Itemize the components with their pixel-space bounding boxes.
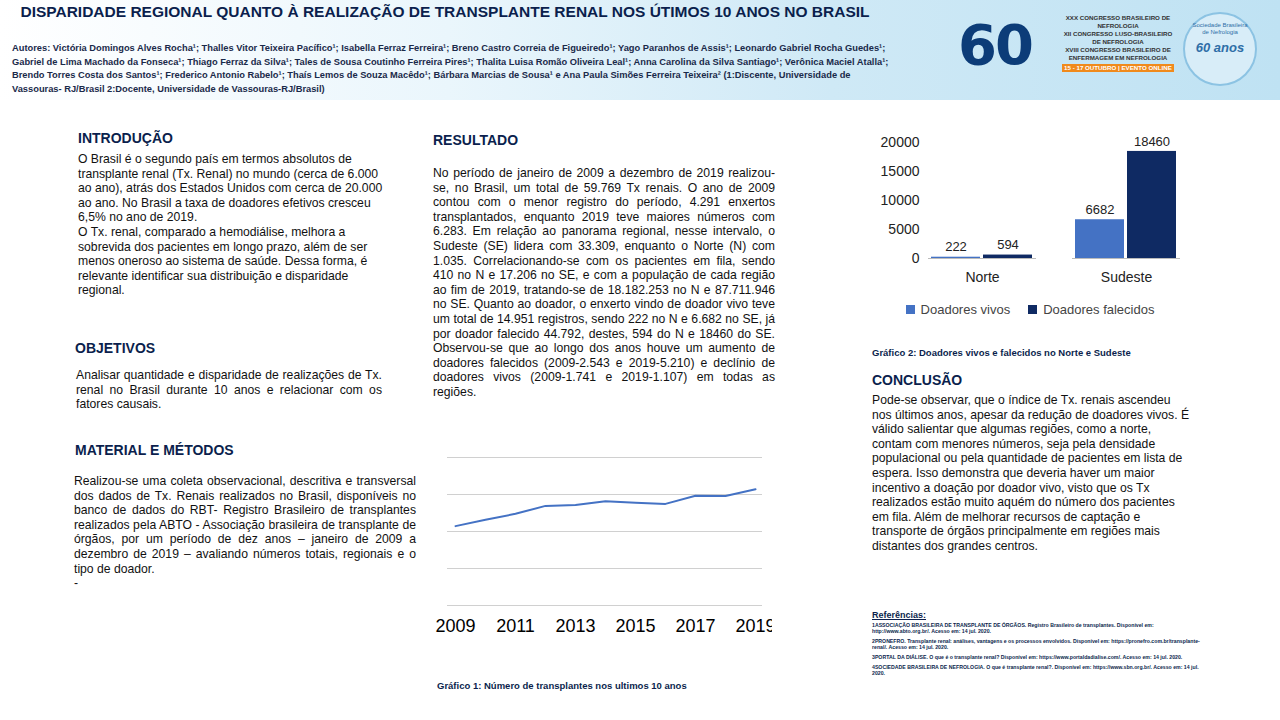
html-text:60: 60 xyxy=(958,12,1032,77)
svg-text:10000: 10000 xyxy=(881,192,920,208)
svg-text:222: 222 xyxy=(945,239,967,254)
svg-text:20000: 20000 xyxy=(881,134,920,150)
svg-text:2015: 2015 xyxy=(615,616,655,636)
svg-text:2011: 2011 xyxy=(496,616,535,636)
html-text:XVIII CONGRESSO BRASILEIRO DE: XVIII CONGRESSO BRASILEIRO DE ENFERMAGEM… xyxy=(1065,46,1171,61)
html-text:O Tx. renal, comparado a hemod: O Tx. renal, comparado a hemodiálise, me… xyxy=(78,225,368,298)
html-text:XII CONGRESSO LUSO-BRASILEIRO: XII CONGRESSO LUSO-BRASILEIRO DE NEFROLO… xyxy=(1063,30,1173,45)
svg-text:2013: 2013 xyxy=(555,616,595,636)
html-text:OBJETIVOS: OBJETIVOS xyxy=(75,340,156,356)
html-text:1ASSOCIAÇÃO BRASILEIRA DE TRAN: 1ASSOCIAÇÃO BRASILEIRA DE TRANSPLANTE DE… xyxy=(872,621,1154,635)
html-text:2PRONEFRO. Transplante renal:: 2PRONEFRO. Transplante renal: análises, … xyxy=(872,637,1200,651)
svg-text:Norte: Norte xyxy=(965,269,999,285)
html-text:XXX CONGRESSO BRASILEIRO DE NE: XXX CONGRESSO BRASILEIRO DE NEFROLOGIA xyxy=(1065,14,1171,29)
html-text:INTRODUÇÃO: INTRODUÇÃO xyxy=(78,130,173,146)
svg-text:18460: 18460 xyxy=(1134,134,1170,149)
html-text:Doadores falecidos: Doadores falecidos xyxy=(1043,302,1155,317)
svg-text:5000: 5000 xyxy=(888,221,919,237)
svg-text:594: 594 xyxy=(997,237,1019,252)
svg-text:0: 0 xyxy=(912,250,920,266)
html-text:O Brasil é o segundo país em t: O Brasil é o segundo país em termos abso… xyxy=(78,152,383,225)
html-text:MATERIAL E MÉTODOS: MATERIAL E MÉTODOS xyxy=(75,442,234,458)
html-text:4SOCIEDADE BRASILEIRA DE NEFRO: 4SOCIEDADE BRASILEIRA DE NEFROLOGIA. O q… xyxy=(872,663,1199,677)
html-text:CONCLUSÃO: CONCLUSÃO xyxy=(872,372,963,388)
html-text:Pode-se observar, que o índice: Pode-se observar, que o índice de Tx. re… xyxy=(872,393,1190,553)
html-text:Referências:: Referências: xyxy=(872,610,926,620)
html-text:Gráfico 1: Número de transplan: Gráfico 1: Número de transplantes nos ul… xyxy=(437,680,687,691)
svg-text:2017: 2017 xyxy=(675,616,715,636)
svg-text:Sudeste: Sudeste xyxy=(1101,269,1153,285)
html-text:DISPARIDADE REGIONAL QUANTO À: DISPARIDADE REGIONAL QUANTO À REALIZAÇÃO… xyxy=(20,3,870,20)
html-text:15 - 17 OUTUBRO | EVENTO ONLIN: 15 - 17 OUTUBRO | EVENTO ONLINE xyxy=(1064,64,1172,71)
svg-text:2009: 2009 xyxy=(435,616,475,636)
html-text:No período de janeiro de 2009: No período de janeiro de 2009 a dezembro… xyxy=(433,166,775,399)
html-text:Sociedade Brasileira de Nefrol: Sociedade Brasileira de Nefrologia xyxy=(1192,22,1248,35)
svg-text:15000: 15000 xyxy=(881,163,920,179)
html-text:3PORTAL DA DIÁLISE. O que é o: 3PORTAL DA DIÁLISE. O que é o transplant… xyxy=(872,654,1183,660)
html-text:Analisar quantidade e disparid: Analisar quantidade e disparidade de rea… xyxy=(76,368,382,412)
html-text:RESULTADO: RESULTADO xyxy=(433,132,518,148)
html-text:Doadores vivos: Doadores vivos xyxy=(920,302,1011,317)
html-text:Autores: Victória Domingos Alv: Autores: Victória Domingos Alves Rocha¹;… xyxy=(12,43,889,94)
svg-text:2019: 2019 xyxy=(735,616,772,636)
html-text:Gráfico 2: Doadores vivos e fa: Gráfico 2: Doadores vivos e falecidos no… xyxy=(872,347,1131,358)
html-text:Realizou-se uma coleta observa: Realizou-se uma coleta observacional, de… xyxy=(74,474,416,576)
svg-text:6682: 6682 xyxy=(1086,202,1115,217)
html-text:60 anos: 60 anos xyxy=(1195,40,1245,55)
